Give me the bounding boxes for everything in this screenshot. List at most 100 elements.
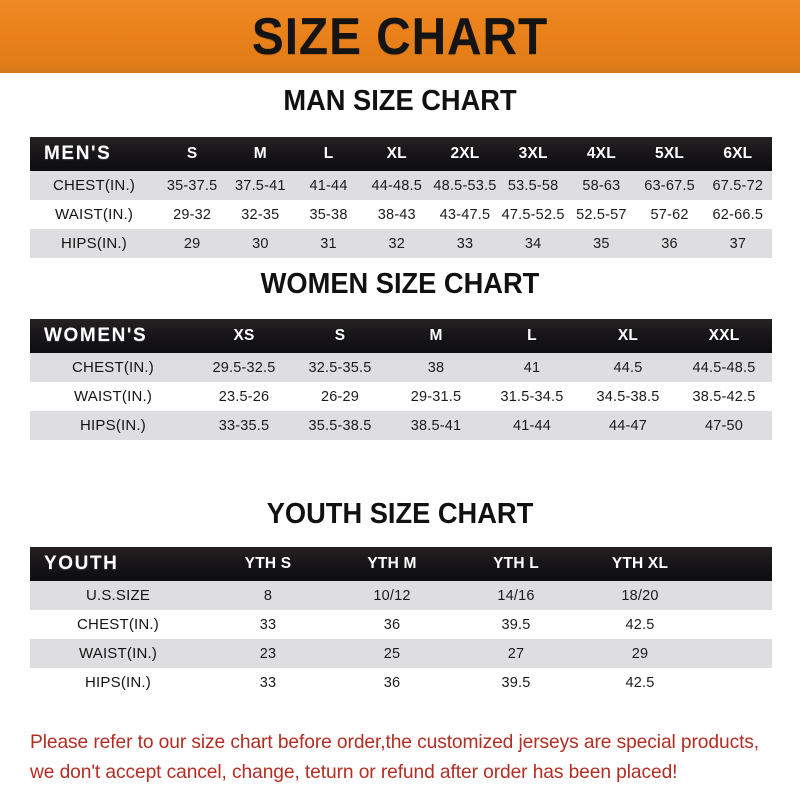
man-size-col-8: 6XL bbox=[723, 145, 753, 162]
man-cell-0-1: 37.5-41 bbox=[235, 177, 286, 194]
table-row: HIPS(IN.) 33-35.5 35.5-38.5 38.5-41 41-4… bbox=[30, 411, 772, 440]
youth-cell-1-1: 36 bbox=[383, 616, 401, 633]
women-cell-2-0: 33-35.5 bbox=[218, 417, 270, 434]
man-cell-2-0: 29 bbox=[183, 235, 201, 252]
youth-row-3-spacer bbox=[702, 668, 772, 697]
table-row: WAIST(IN.) 23 25 27 29 bbox=[30, 639, 772, 668]
youth-cell-1-2: 39.5 bbox=[501, 616, 531, 633]
women-cell-0-3: 41 bbox=[523, 359, 541, 376]
footer-line-1: Please refer to our size chart before or… bbox=[30, 731, 760, 753]
women-cell-1-4: 34.5-38.5 bbox=[596, 388, 660, 405]
page-banner: SIZE CHART bbox=[0, 0, 800, 73]
women-size-table: WOMEN'S XS S M L XL XXL CHEST(IN.) 29.5-… bbox=[30, 319, 772, 440]
youth-row-2-label: WAIST(IN.) bbox=[78, 645, 158, 662]
man-cell-2-5: 34 bbox=[524, 235, 542, 252]
youth-cell-0-1: 10/12 bbox=[373, 587, 411, 604]
man-row-header-label: MEN'S bbox=[44, 143, 112, 164]
man-cell-1-5: 47.5-52.5 bbox=[501, 206, 565, 223]
youth-row-header-label: YOUTH bbox=[44, 553, 119, 574]
women-cell-0-4: 44.5 bbox=[613, 359, 643, 376]
women-size-col-3: L bbox=[527, 327, 537, 344]
man-cell-1-7: 57-62 bbox=[650, 206, 689, 223]
table-row: CHEST(IN.) 33 36 39.5 42.5 bbox=[30, 610, 772, 639]
man-cell-0-5: 53.5-58 bbox=[507, 177, 559, 194]
table-row: WAIST(IN.) 23.5-26 26-29 29-31.5 31.5-34… bbox=[30, 382, 772, 411]
table-row: WAIST(IN.) 29-32 32-35 35-38 38-43 43-47… bbox=[30, 200, 772, 229]
table-header-row: MEN'S S M L XL 2XL 3XL 4XL 5XL 6XL bbox=[30, 137, 772, 171]
women-cell-0-5: 44.5-48.5 bbox=[692, 359, 756, 376]
youth-cell-1-3: 42.5 bbox=[625, 616, 655, 633]
table-row: CHEST(IN.) 35-37.5 37.5-41 41-44 44-48.5… bbox=[30, 171, 772, 200]
youth-cell-3-3: 42.5 bbox=[625, 674, 655, 691]
youth-cell-0-2: 14/16 bbox=[497, 587, 535, 604]
man-table-body: CHEST(IN.) 35-37.5 37.5-41 41-44 44-48.5… bbox=[30, 171, 772, 258]
table-row: U.S.SIZE 8 10/12 14/16 18/20 bbox=[30, 581, 772, 610]
women-row-0-label: CHEST(IN.) bbox=[72, 359, 154, 376]
youth-cell-2-0: 23 bbox=[259, 645, 277, 662]
man-size-col-3: XL bbox=[386, 145, 407, 162]
youth-row-0-spacer bbox=[702, 581, 772, 610]
women-size-col-0: XS bbox=[233, 327, 255, 344]
women-cell-0-0: 29.5-32.5 bbox=[212, 359, 276, 376]
youth-cell-2-1: 25 bbox=[383, 645, 401, 662]
youth-size-col-0: YTH S bbox=[244, 555, 292, 572]
youth-row-1-label: CHEST(IN.) bbox=[77, 616, 159, 633]
women-cell-2-3: 41-44 bbox=[512, 417, 552, 434]
youth-row-2-spacer bbox=[702, 639, 772, 668]
youth-section-title: YOUTH SIZE CHART bbox=[266, 498, 534, 530]
man-cell-0-3: 44-48.5 bbox=[371, 177, 423, 194]
man-cell-1-2: 35-38 bbox=[309, 206, 348, 223]
youth-size-table: YOUTH YTH S YTH M YTH L YTH XL U.S.SIZE … bbox=[30, 547, 772, 697]
man-cell-1-8: 62-66.5 bbox=[712, 206, 764, 223]
youth-cell-0-3: 18/20 bbox=[621, 587, 659, 604]
women-cell-2-1: 35.5-38.5 bbox=[308, 417, 372, 434]
man-cell-0-4: 48.5-53.5 bbox=[433, 177, 497, 194]
table-row: HIPS(IN.) 33 36 39.5 42.5 bbox=[30, 668, 772, 697]
women-table-header: WOMEN'S XS S M L XL XXL bbox=[30, 319, 772, 353]
man-size-col-5: 3XL bbox=[518, 145, 548, 162]
women-row-header-label: WOMEN'S bbox=[44, 325, 148, 346]
man-size-col-4: 2XL bbox=[450, 145, 480, 162]
man-size-col-1: M bbox=[253, 145, 267, 162]
man-size-table: MEN'S S M L XL 2XL 3XL 4XL 5XL 6XL CHEST… bbox=[30, 137, 772, 258]
youth-row-0-label: U.S.SIZE bbox=[85, 587, 151, 604]
man-row-1-label: WAIST(IN.) bbox=[54, 206, 134, 223]
youth-size-col-3: YTH XL bbox=[611, 555, 669, 572]
women-size-col-4: XL bbox=[617, 327, 639, 344]
women-table-body: CHEST(IN.) 29.5-32.5 32.5-35.5 38 41 44.… bbox=[30, 353, 772, 440]
man-row-2-label: HIPS(IN.) bbox=[61, 235, 127, 252]
man-table-header: MEN'S S M L XL 2XL 3XL 4XL 5XL 6XL bbox=[30, 137, 772, 171]
table-row: HIPS(IN.) 29 30 31 32 33 34 35 36 37 bbox=[30, 229, 772, 258]
youth-table-header: YOUTH YTH S YTH M YTH L YTH XL bbox=[30, 547, 772, 581]
women-cell-0-1: 32.5-35.5 bbox=[308, 359, 372, 376]
youth-cell-2-3: 29 bbox=[631, 645, 649, 662]
youth-cell-1-0: 33 bbox=[259, 616, 277, 633]
women-cell-2-5: 47-50 bbox=[704, 417, 744, 434]
man-cell-2-8: 37 bbox=[729, 235, 747, 252]
man-cell-0-7: 63-67.5 bbox=[644, 177, 695, 194]
man-cell-1-0: 29-32 bbox=[173, 206, 212, 223]
man-cell-2-2: 31 bbox=[320, 235, 337, 252]
table-row: CHEST(IN.) 29.5-32.5 32.5-35.5 38 41 44.… bbox=[30, 353, 772, 382]
man-cell-2-3: 32 bbox=[388, 235, 406, 252]
women-size-col-1: S bbox=[334, 327, 346, 344]
man-cell-1-4: 43-47.5 bbox=[439, 206, 491, 223]
man-size-col-6: 4XL bbox=[586, 145, 616, 162]
women-row-2-label: HIPS(IN.) bbox=[80, 417, 146, 434]
women-size-col-5: XXL bbox=[708, 327, 740, 344]
women-section-title: WOMEN SIZE CHART bbox=[260, 268, 540, 300]
youth-cell-0-0: 8 bbox=[263, 587, 273, 604]
man-cell-1-6: 52.5-57 bbox=[576, 206, 627, 223]
man-cell-1-1: 32-35 bbox=[241, 206, 280, 223]
page-title: SIZE CHART bbox=[251, 7, 549, 66]
youth-size-col-2: YTH L bbox=[493, 555, 539, 572]
women-cell-2-4: 44-47 bbox=[608, 417, 648, 434]
man-cell-1-3: 38-43 bbox=[377, 206, 416, 223]
women-cell-1-3: 31.5-34.5 bbox=[500, 388, 564, 405]
table-header-row: YOUTH YTH S YTH M YTH L YTH XL bbox=[30, 547, 772, 581]
table-header-row: WOMEN'S XS S M L XL XXL bbox=[30, 319, 772, 353]
women-cell-0-2: 38 bbox=[427, 359, 445, 376]
man-cell-0-0: 35-37.5 bbox=[166, 177, 218, 194]
women-cell-1-1: 26-29 bbox=[320, 388, 360, 405]
